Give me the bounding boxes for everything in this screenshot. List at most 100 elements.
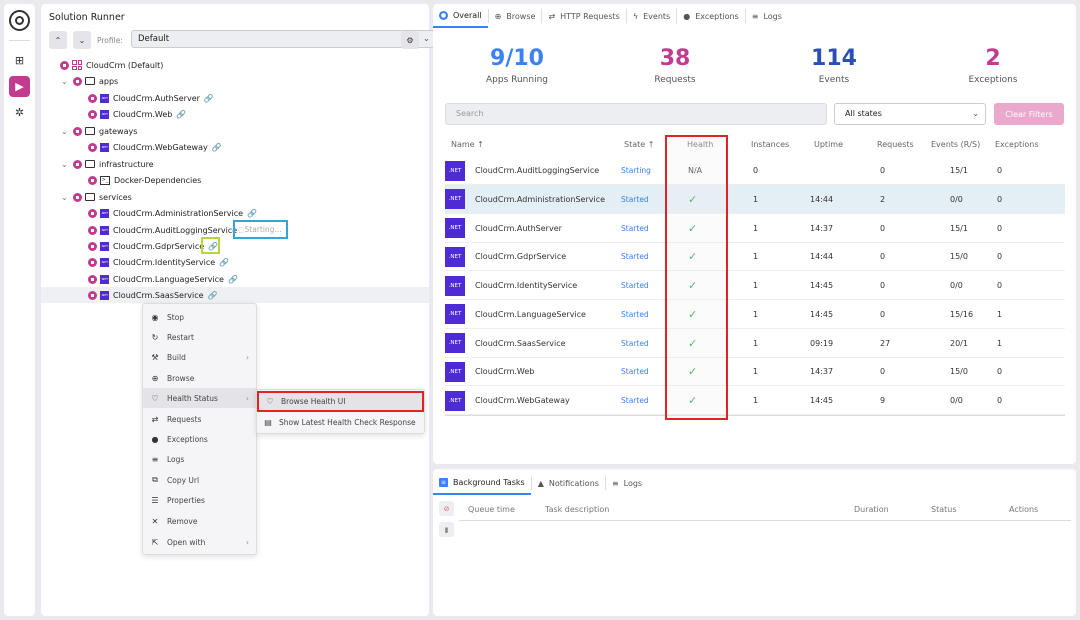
menu-item-stop[interactable]: ◉ Stop (143, 307, 256, 327)
tree-item[interactable]: .NET CloudCrm.WebGateway 🔗 (88, 139, 222, 155)
menu-item-show-health-response[interactable]: ▤ Show Latest Health Check Response (257, 412, 424, 432)
chevron-down-icon[interactable]: ⌄ (61, 126, 68, 136)
tree-item[interactable]: .NET CloudCrm.GdprService 🔗 (88, 238, 218, 254)
menu-item-exceptions[interactable]: ● Exceptions (143, 429, 256, 449)
tab-overall[interactable]: ● Overall (433, 4, 488, 28)
tab-events[interactable]: ϟ Events (627, 4, 676, 28)
table-row[interactable]: .NET CloudCrm.Web Started ✓ 1 14:37 0 15/0 0 (445, 357, 1065, 387)
tree-folder-apps[interactable]: ⌄ apps (61, 73, 118, 89)
tree-item[interactable]: .NET CloudCrm.AuthServer 🔗 (88, 90, 214, 106)
states-value: All states (845, 109, 882, 118)
stop-icon[interactable] (73, 192, 82, 202)
stop-icon[interactable] (73, 159, 82, 169)
profile-settings-button[interactable]: ⚙ (401, 31, 419, 49)
table-row[interactable]: .NET CloudCrm.AuditLoggingService Starting… (445, 156, 1065, 185)
chevron-down-icon[interactable]: ⌄ (61, 76, 68, 86)
tab-label: Exceptions (695, 11, 739, 21)
tab-bottom-logs[interactable]: ≡ Logs (606, 471, 648, 495)
stop-icon[interactable] (88, 142, 97, 152)
stop-icon[interactable] (60, 60, 69, 70)
stop-icon[interactable] (88, 257, 97, 267)
stop-icon[interactable] (88, 241, 97, 251)
link-icon[interactable]: 🔗 (208, 241, 219, 251)
stop-icon[interactable] (88, 290, 97, 300)
tab-http-requests[interactable]: ⇄ HTTP Requests (542, 4, 625, 28)
menu-item-properties[interactable]: ☰ Properties (143, 490, 256, 510)
link-icon[interactable]: 🔗 (227, 274, 238, 284)
settings-icon[interactable]: ✲ (14, 106, 25, 119)
table-row[interactable]: .NET CloudCrm.GdprService Started ✓ 1 14:44 0 1… (445, 242, 1065, 272)
clear-filters-button[interactable]: Clear Filters (994, 103, 1064, 125)
table-row[interactable]: .NET CloudCrm.SaasService Started ✓ 1 09:19 27… (445, 329, 1065, 358)
stop-icon[interactable] (88, 175, 97, 185)
link-icon[interactable]: 🔗 (207, 290, 218, 300)
chevron-down-icon[interactable]: ⌄ (61, 192, 68, 202)
tree-item[interactable]: .NET CloudCrm.IdentityService 🔗 (88, 254, 229, 270)
table-row[interactable]: .NET CloudCrm.IdentityService Started ✓ 1 14:… (445, 271, 1065, 300)
menu-item-remove[interactable]: ✕ Remove (143, 511, 256, 531)
events-cell: 20/1 (950, 338, 968, 348)
stop-icon[interactable] (88, 109, 97, 119)
stop-icon[interactable] (88, 274, 97, 284)
link-icon[interactable]: 🔗 (247, 208, 257, 218)
tree-folder-gateways[interactable]: ⌄ gateways (61, 123, 137, 139)
tab-browse[interactable]: ⊕ Browse (489, 4, 542, 28)
table-row[interactable]: .NET CloudCrm.AuthServer Started ✓ 1 14:37 0 15… (445, 214, 1065, 243)
health-cell: N/A (688, 166, 703, 175)
profile-select[interactable]: Default ⌄ (131, 30, 437, 48)
uptime-cell: 14:44 (810, 252, 834, 262)
tree-item[interactable]: .NET CloudCrm.AuditLoggingService (88, 222, 237, 238)
link-icon[interactable]: 🔗 (176, 109, 187, 119)
menu-item-browse-health-ui[interactable]: ♡ Browse Health UI (257, 391, 424, 412)
cancel-icon[interactable]: ⊘ (439, 501, 454, 516)
table-row[interactable]: .NET CloudCrm.AdministrationService Starte… (445, 184, 1065, 214)
rail-divider (9, 40, 30, 41)
tree-item[interactable]: .NET CloudCrm.Web 🔗 (88, 106, 186, 122)
stop-icon[interactable] (73, 76, 82, 86)
menu-item-health-status[interactable]: ♡ Health Status › (143, 388, 256, 408)
link-icon[interactable]: 🔗 (219, 257, 230, 267)
tab-logs[interactable]: ≡ Logs (746, 4, 788, 28)
dotnet-icon: .NET (445, 304, 465, 325)
collapse-all-button[interactable]: ⌃ (49, 31, 67, 49)
menu-item-logs[interactable]: ≡ Logs (143, 449, 256, 469)
exceptions-cell: 0 (997, 194, 1003, 204)
menu-item-copy-url[interactable]: ⧉ Copy Url (143, 470, 256, 490)
tree-item[interactable]: >_ Docker-Dependencies (88, 172, 201, 188)
components-icon[interactable]: ⊞ (14, 54, 25, 67)
menu-item-open-with[interactable]: ⇱ Open with › (143, 532, 256, 552)
menu-item-restart[interactable]: ↻ Restart (143, 327, 256, 347)
tab-notifications[interactable]: ▲ Notifications (532, 471, 605, 495)
tab-exceptions[interactable]: ● Exceptions (677, 4, 745, 28)
tab-background-tasks[interactable]: ≡ Background Tasks (433, 471, 531, 495)
menu-label: Restart (167, 332, 194, 342)
tree-item-selected[interactable]: .NET CloudCrm.SaasService 🔗 (88, 287, 218, 303)
states-select[interactable]: All states ⌄ (834, 103, 986, 125)
trash-icon[interactable]: ▮ (439, 522, 454, 537)
tree-folder-services[interactable]: ⌄ services (61, 189, 132, 205)
chevron-down-icon[interactable]: ⌄ (61, 159, 68, 169)
menu-item-browse[interactable]: ⊕ Browse (143, 368, 256, 388)
tree-item[interactable]: .NET CloudCrm.LanguageService 🔗 (88, 271, 238, 287)
column-header[interactable]: Name ↑ (451, 140, 484, 149)
stop-icon[interactable] (88, 225, 97, 235)
stop-icon[interactable] (88, 93, 97, 103)
menu-item-build[interactable]: ⚒ Build › (143, 347, 256, 367)
column-header[interactable]: State ↑ (624, 140, 655, 149)
link-icon[interactable]: 🔗 (203, 93, 214, 103)
table-row[interactable]: .NET CloudCrm.LanguageService Started ✓ 1 14:… (445, 300, 1065, 329)
tree-item[interactable]: .NET CloudCrm.AdministrationService 🔗 (88, 205, 257, 221)
stop-icon[interactable] (88, 208, 97, 218)
menu-item-requests[interactable]: ⇄ Requests (143, 409, 256, 429)
tree-root[interactable]: CloudCrm (Default) (60, 57, 163, 73)
stop-icon[interactable] (73, 126, 82, 136)
search-input[interactable]: Search (445, 103, 827, 125)
tree-folder-infrastructure[interactable]: ⌄ infrastructure (61, 156, 154, 172)
folder-label: gateways (99, 126, 138, 136)
service-name-cell: .NET CloudCrm.AuditLoggingService (445, 156, 599, 185)
exceptions-cell: 0 (997, 281, 1003, 290)
table-row[interactable]: .NET CloudCrm.WebGateway Started ✓ 1 14:45 9 0/… (445, 386, 1065, 415)
link-icon[interactable]: 🔗 (211, 142, 222, 152)
solution-runner-icon[interactable]: ▶ (9, 76, 30, 97)
expand-all-button[interactable]: ⌄ (73, 31, 91, 49)
